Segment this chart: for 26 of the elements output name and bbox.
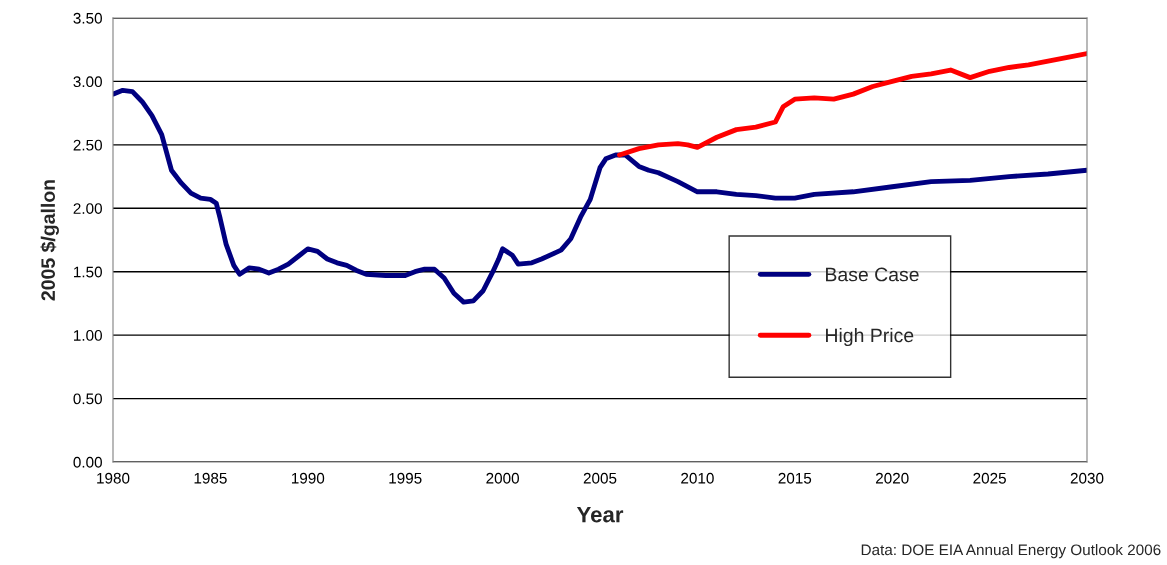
y-tick-label: 2.50 <box>73 139 102 151</box>
y-tick-label: 1.50 <box>74 266 102 278</box>
y-axis-title: 2005 $/gallon <box>40 180 59 301</box>
x-tick-label: 1990 <box>291 472 325 484</box>
x-tick-label: 2020 <box>875 472 909 484</box>
line-series <box>113 87 1087 305</box>
x-tick-label: 2030 <box>1070 472 1104 484</box>
y-tick-label: 0.50 <box>73 393 102 405</box>
x-tick-label: 2000 <box>486 472 519 484</box>
y-tick-label: 2.00 <box>73 203 102 214</box>
x-tick-label: 2005 <box>583 472 617 484</box>
x-tick-label: 2015 <box>778 472 812 484</box>
y-tick-label: 0.00 <box>73 456 102 468</box>
legend-label: High Price <box>826 327 914 347</box>
x-tick-label: 2025 <box>973 472 1006 484</box>
y-tick-label: 3.00 <box>73 76 102 88</box>
y-tick-label: 3.50 <box>73 12 102 24</box>
y-tick-label: 1.00 <box>74 330 102 341</box>
legend-label: Base Case <box>826 267 919 282</box>
x-tick-label: 2010 <box>681 472 714 484</box>
x-tick-label: 1985 <box>194 472 227 484</box>
line-series <box>617 51 1087 158</box>
x-axis-title: Year <box>576 506 624 523</box>
text: Data: DOE EIA Annual Energy Outlook 2006 <box>861 543 1161 559</box>
x-tick-label: 1980 <box>97 472 130 484</box>
x-tick-label: 1995 <box>389 472 422 484</box>
